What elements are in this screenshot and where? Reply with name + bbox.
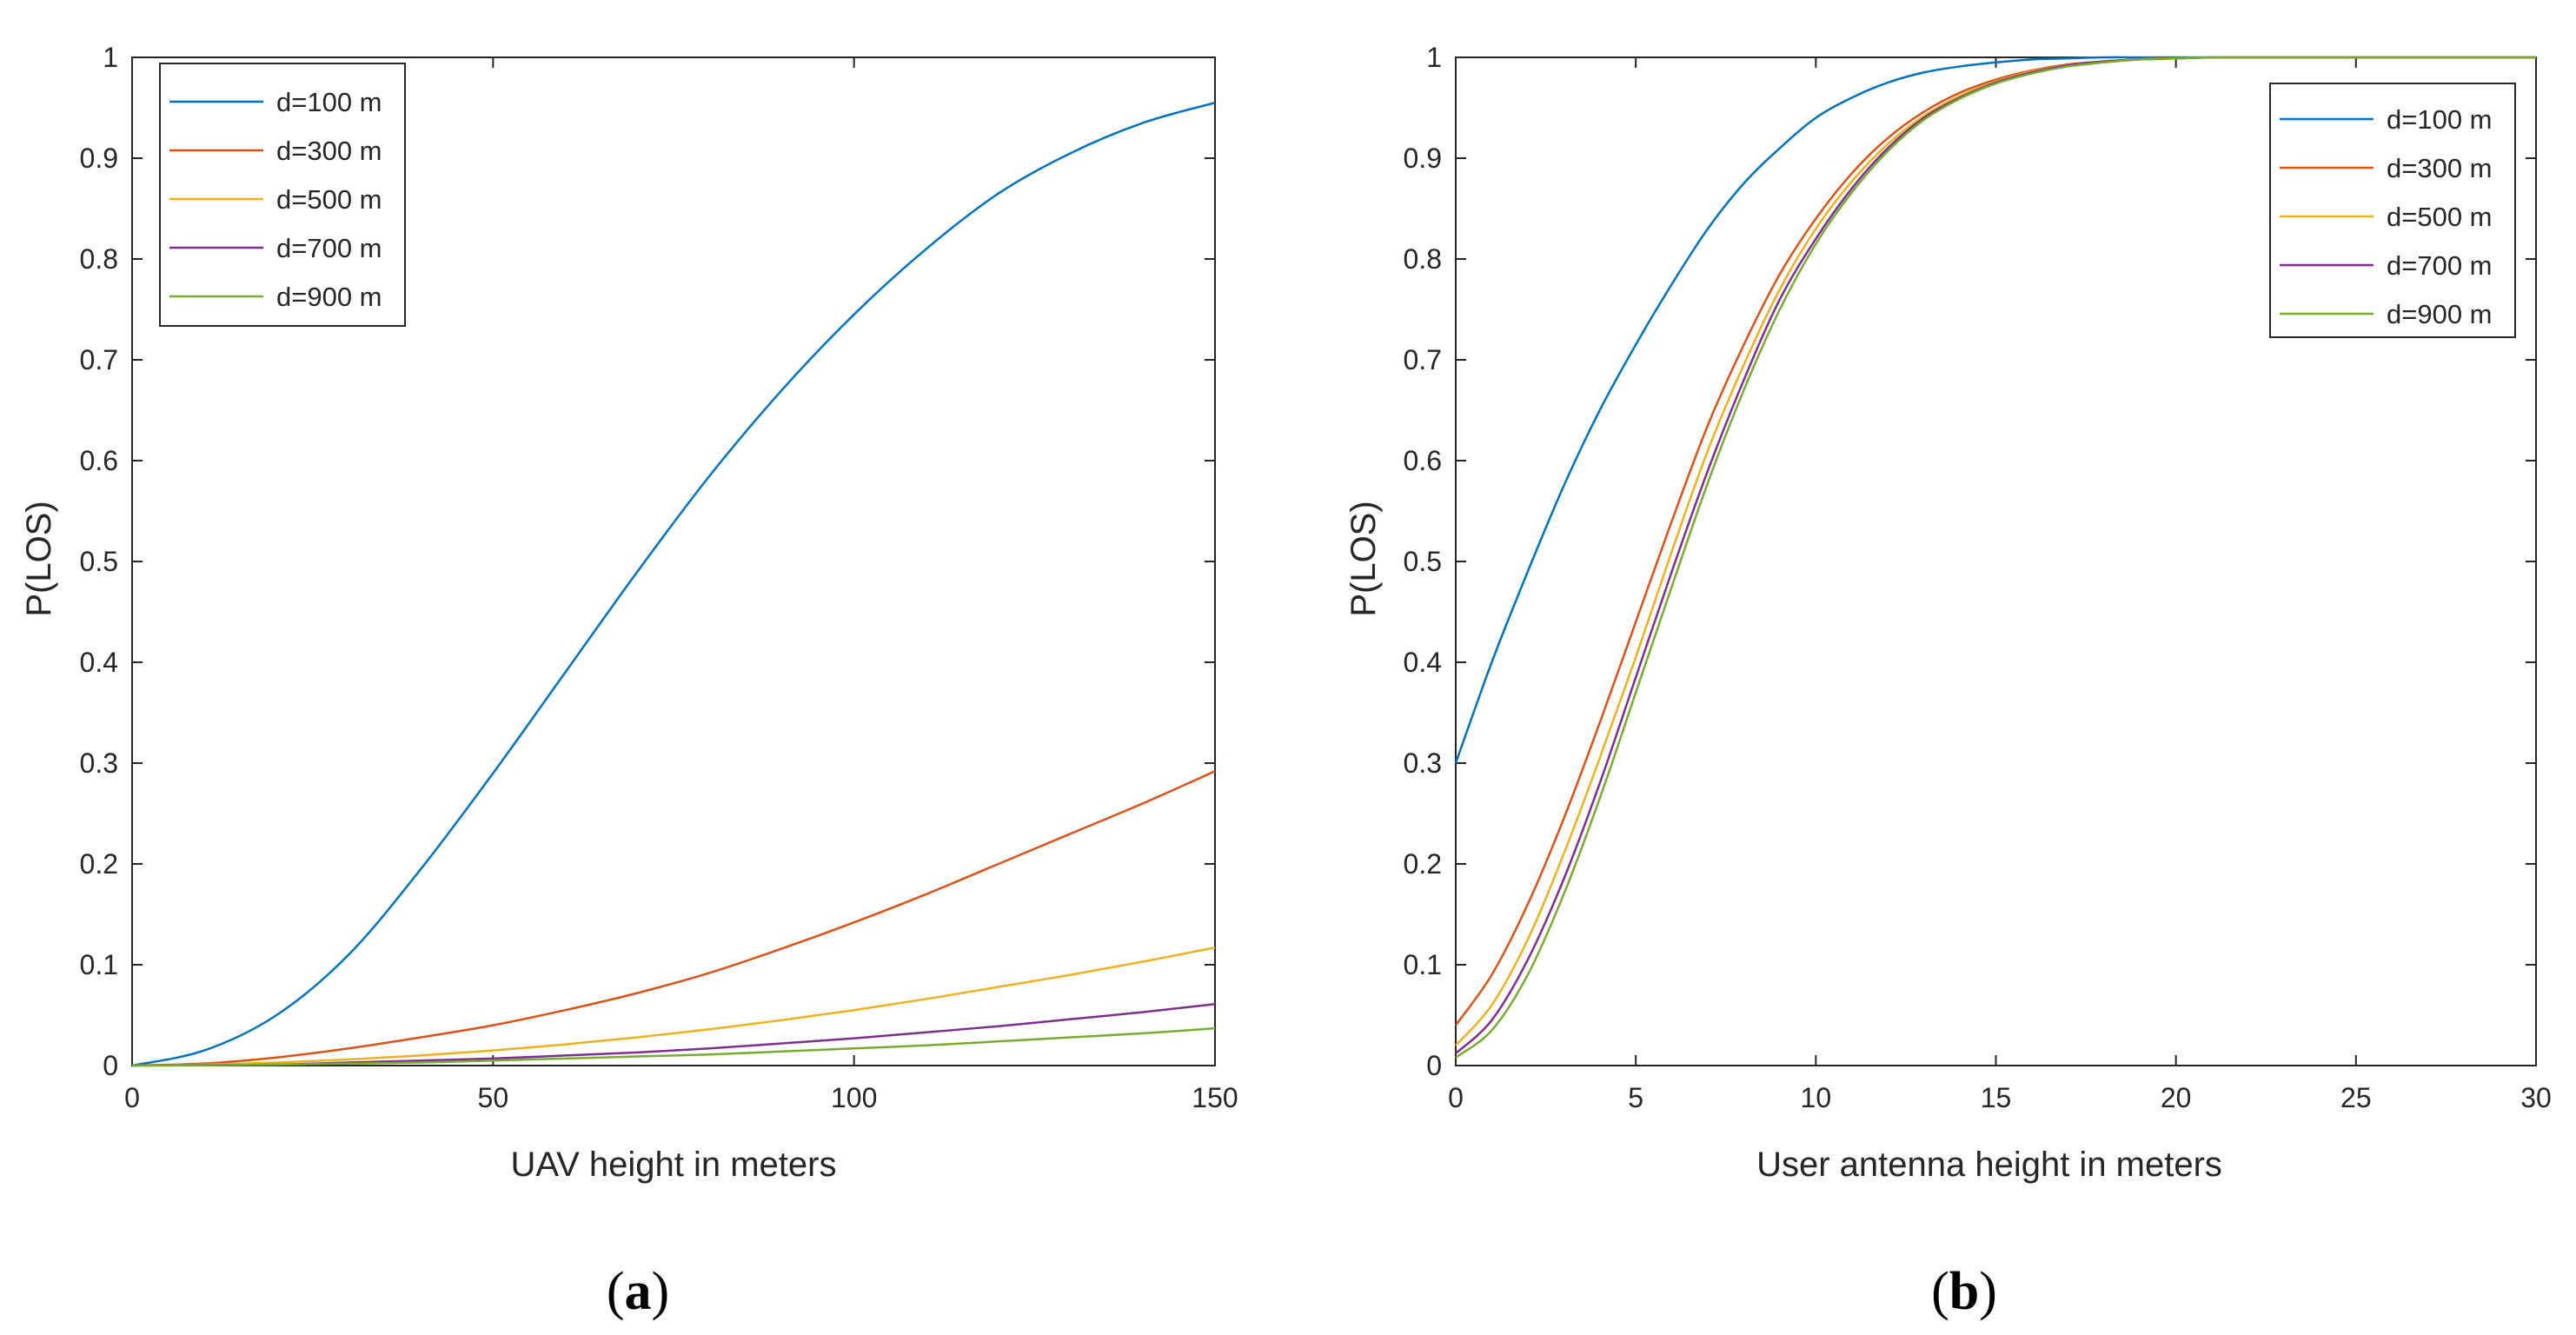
legend-label-b-5: d=900 m [2387,299,2493,329]
y-tick-label-a: 1 [103,42,118,73]
panel-label-a: (a) [607,1262,669,1321]
x-axis-label-a: UAV height in meters [511,1146,837,1184]
legend-label-b-4: d=700 m [2387,250,2493,281]
y-tick-label-b: 0.3 [1404,747,1442,779]
y-tick-label-a: 0.5 [80,546,118,577]
legend-label-a-5: d=900 m [276,282,382,312]
legend-label-a-3: d=500 m [276,184,382,215]
x-tick-label-b: 25 [2340,1082,2372,1113]
y-tick-label-b: 0.6 [1404,445,1442,476]
series-line-b-5 [1455,56,2536,1059]
x-tick-label-b: 10 [1801,1082,1832,1113]
y-tick-label-b: 0.5 [1404,546,1442,577]
legend-label-a-1: d=100 m [276,87,382,117]
legend-a: d=100 m d=300 m d=500 m d=700 m d=900 m [159,63,406,327]
y-tick-label-b: 0.9 [1404,143,1442,174]
y-tick-label-a: 0.8 [80,243,118,275]
series-line-a-5 [131,1026,1216,1067]
y-tick-label-a: 0.7 [80,344,118,375]
legend-box-a [159,63,406,327]
x-tick-label-a: 100 [831,1082,877,1113]
legend-label-a-2: d=300 m [276,136,382,166]
y-axis-label-b: P(LOS) [1344,501,1383,616]
y-tick-label-a: 0.6 [80,445,118,476]
y-tick-label-b: 0.2 [1404,848,1442,880]
legend-label-a-4: d=700 m [276,233,382,263]
x-axis-label-b: User antenna height in meters [1756,1146,2222,1184]
x-tick-label-a: 150 [1192,1082,1238,1113]
y-tick-label-a: 0.3 [80,747,118,779]
x-tick-label-b: 5 [1628,1082,1643,1113]
panel-label-b: (b) [1931,1262,1997,1321]
y-tick-label-b: 0.7 [1404,344,1442,375]
x-tick-label-a: 50 [478,1082,509,1113]
y-tick-label-b: 0.1 [1404,949,1442,980]
y-tick-label-b: 1 [1426,42,1442,73]
legend-label-b-3: d=500 m [2387,202,2493,232]
series-line-a-2 [131,770,1216,1067]
x-tick-label-b: 0 [1448,1082,1464,1113]
y-tick-label-b: 0.4 [1404,647,1442,678]
chart-panel-a: UAV height in meters P(LOS) (a) 0 0.1 0.2 0… [20,42,1238,1321]
legend-label-b-1: d=100 m [2387,104,2493,135]
panel-letter-b: b [1949,1262,1979,1321]
y-tick-label-b: 0.8 [1404,243,1442,275]
y-tick-label-a: 0.4 [80,647,118,678]
legend-label-b-2: d=300 m [2387,153,2493,183]
chart-panel-b: User antenna height in meters P(LOS) (b)… [1344,42,2552,1321]
panel-letter-a: a [625,1262,652,1321]
x-tick-label-a: 0 [124,1082,140,1113]
series-line-a-3 [131,946,1216,1067]
series-line-a-1 [131,101,1216,1067]
y-tick-label-a: 0 [103,1050,118,1081]
y-tick-label-a: 0.2 [80,848,118,880]
x-tick-label-b: 20 [2161,1082,2192,1113]
legend-box-b [2269,83,2516,338]
x-tick-label-b: 30 [2520,1082,2552,1113]
x-tick-label-b: 15 [1981,1082,2012,1113]
y-tick-label-a: 0.9 [80,143,118,174]
y-axis-label-a: P(LOS) [20,501,58,616]
y-tick-label-b: 0 [1426,1050,1442,1081]
legend-b: d=100 m d=300 m d=500 m d=700 m d=900 m [2269,83,2516,338]
y-tick-label-a: 0.1 [80,949,118,980]
